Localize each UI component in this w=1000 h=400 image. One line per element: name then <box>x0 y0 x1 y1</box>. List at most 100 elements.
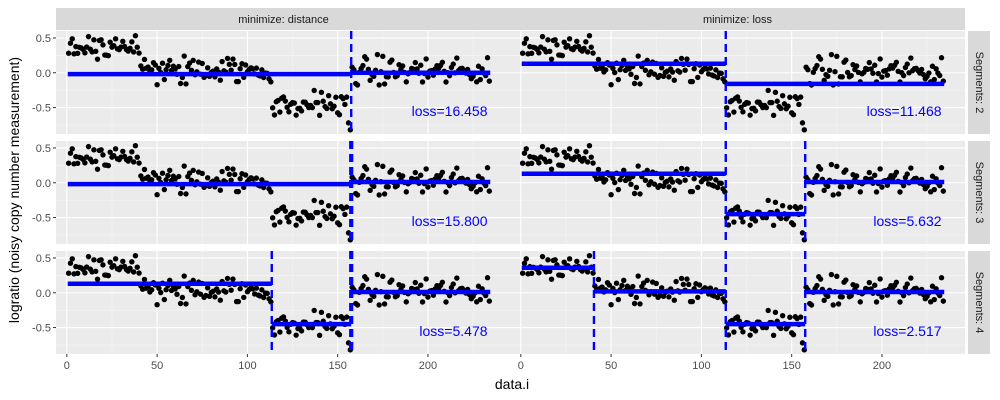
data-point <box>277 219 283 225</box>
data-point <box>228 177 234 183</box>
y-tick-label: 0.0 <box>36 68 51 80</box>
data-point <box>678 165 685 172</box>
data-point <box>595 276 602 283</box>
data-point <box>484 55 491 61</box>
column-strip-label: minimize: loss <box>703 14 773 26</box>
data-point <box>595 166 602 173</box>
data-point <box>799 340 806 346</box>
data-point <box>381 301 388 307</box>
data-point <box>523 146 529 152</box>
data-point <box>763 104 770 111</box>
data-point <box>284 104 290 110</box>
data-point <box>224 275 231 282</box>
data-point <box>714 294 721 301</box>
data-point <box>399 283 406 289</box>
data-point <box>484 275 491 281</box>
data-point <box>318 89 325 96</box>
data-point <box>908 275 914 281</box>
data-point <box>136 50 142 56</box>
data-point <box>260 294 267 301</box>
data-point <box>797 94 804 100</box>
data-point <box>132 33 139 39</box>
data-point <box>342 101 348 108</box>
data-point <box>908 165 914 171</box>
data-point <box>363 276 370 282</box>
data-point <box>376 192 382 198</box>
data-point <box>374 51 381 58</box>
data-point <box>156 285 162 291</box>
data-point <box>678 55 685 62</box>
data-point <box>747 112 753 118</box>
data-point <box>893 169 900 175</box>
data-point <box>367 297 373 304</box>
data-point <box>677 69 683 75</box>
data-point <box>148 67 155 73</box>
data-point <box>450 171 456 177</box>
data-point <box>271 112 278 118</box>
data-point <box>439 59 446 65</box>
data-point <box>897 189 903 195</box>
data-point <box>282 98 289 104</box>
data-point <box>897 299 903 305</box>
data-point <box>161 76 168 83</box>
data-point <box>450 281 456 287</box>
data-point <box>745 100 752 106</box>
data-point <box>790 221 797 228</box>
data-point <box>801 127 808 133</box>
x-tick-label: 150 <box>782 360 800 372</box>
data-point <box>268 189 274 195</box>
data-point <box>612 69 618 76</box>
data-point <box>152 172 159 178</box>
data-point <box>132 143 139 149</box>
data-point <box>318 309 325 316</box>
data-point <box>324 325 330 332</box>
data-point <box>521 150 528 156</box>
data-point <box>633 184 640 191</box>
data-point <box>291 100 298 106</box>
data-point <box>565 152 571 159</box>
data-point <box>336 331 343 338</box>
data-point <box>539 253 546 260</box>
data-point <box>181 273 187 279</box>
data-point <box>877 56 883 62</box>
data-point <box>130 159 137 165</box>
data-point <box>796 101 802 108</box>
data-point <box>484 165 491 171</box>
data-point <box>848 72 854 79</box>
data-point <box>707 175 714 181</box>
data-point <box>734 314 741 320</box>
data-point <box>228 287 234 293</box>
data-point <box>805 67 811 73</box>
data-point <box>707 65 714 71</box>
data-point <box>235 298 242 305</box>
data-point <box>174 291 180 297</box>
data-point <box>311 197 317 204</box>
data-point <box>286 219 292 225</box>
data-point <box>152 62 159 68</box>
data-point <box>684 56 690 62</box>
data-point <box>610 65 616 71</box>
data-point <box>691 66 697 72</box>
data-point <box>814 282 820 289</box>
y-tick-label: 0.5 <box>36 143 51 155</box>
row-strip <box>968 141 990 244</box>
data-point <box>857 299 863 305</box>
data-point <box>521 260 528 266</box>
data-point <box>325 312 332 319</box>
data-point <box>425 74 431 80</box>
data-point <box>286 329 292 335</box>
data-point <box>219 168 225 175</box>
data-point <box>552 257 558 263</box>
data-point <box>226 171 233 178</box>
data-point <box>112 36 119 42</box>
data-point <box>884 72 891 78</box>
data-point <box>872 62 878 68</box>
data-point <box>93 158 99 164</box>
data-point <box>770 332 777 338</box>
data-point <box>684 166 690 172</box>
data-point <box>528 50 535 57</box>
row-strip <box>968 251 990 354</box>
data-point <box>129 259 135 265</box>
data-point <box>637 81 643 87</box>
data-point <box>689 298 696 305</box>
